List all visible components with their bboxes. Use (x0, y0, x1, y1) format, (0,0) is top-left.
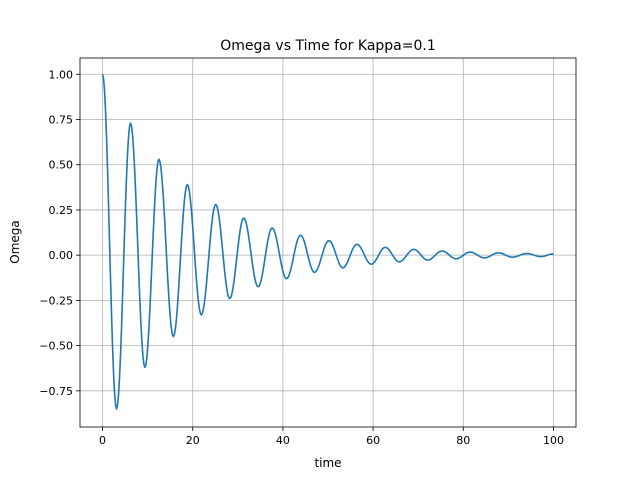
grid-layer (80, 58, 576, 427)
y-tick-label: −0.50 (39, 340, 73, 353)
series-layer (101, 74, 554, 410)
x-tick-label: 80 (456, 434, 470, 447)
chart-title: Omega vs Time for Kappa=0.1 (220, 38, 436, 54)
ticks-layer: 0 20 40 60 80 100 −0.75 −0.50 −0.25 0.00 0.25 0.50 0… (39, 68, 564, 447)
x-tick-label: 60 (366, 434, 380, 447)
y-tick-label: 0.25 (49, 204, 74, 217)
x-tick-label: 20 (186, 434, 200, 447)
y-tick-label: 0.00 (49, 249, 74, 262)
y-tick-label: 1.00 (49, 68, 74, 81)
x-axis-label: time (314, 456, 341, 470)
x-tick-label: 40 (276, 434, 290, 447)
y-tick-label: 0.50 (49, 159, 74, 172)
x-tick-label: 0 (99, 434, 106, 447)
series-line (101, 74, 554, 410)
y-tick-label: 0.75 (49, 114, 74, 127)
y-axis-label: Omega (8, 220, 22, 264)
y-tick-label: −0.25 (39, 294, 73, 307)
plot-frame (79, 57, 577, 428)
y-tick-label: −0.75 (39, 385, 73, 398)
x-tick-label: 100 (543, 434, 564, 447)
